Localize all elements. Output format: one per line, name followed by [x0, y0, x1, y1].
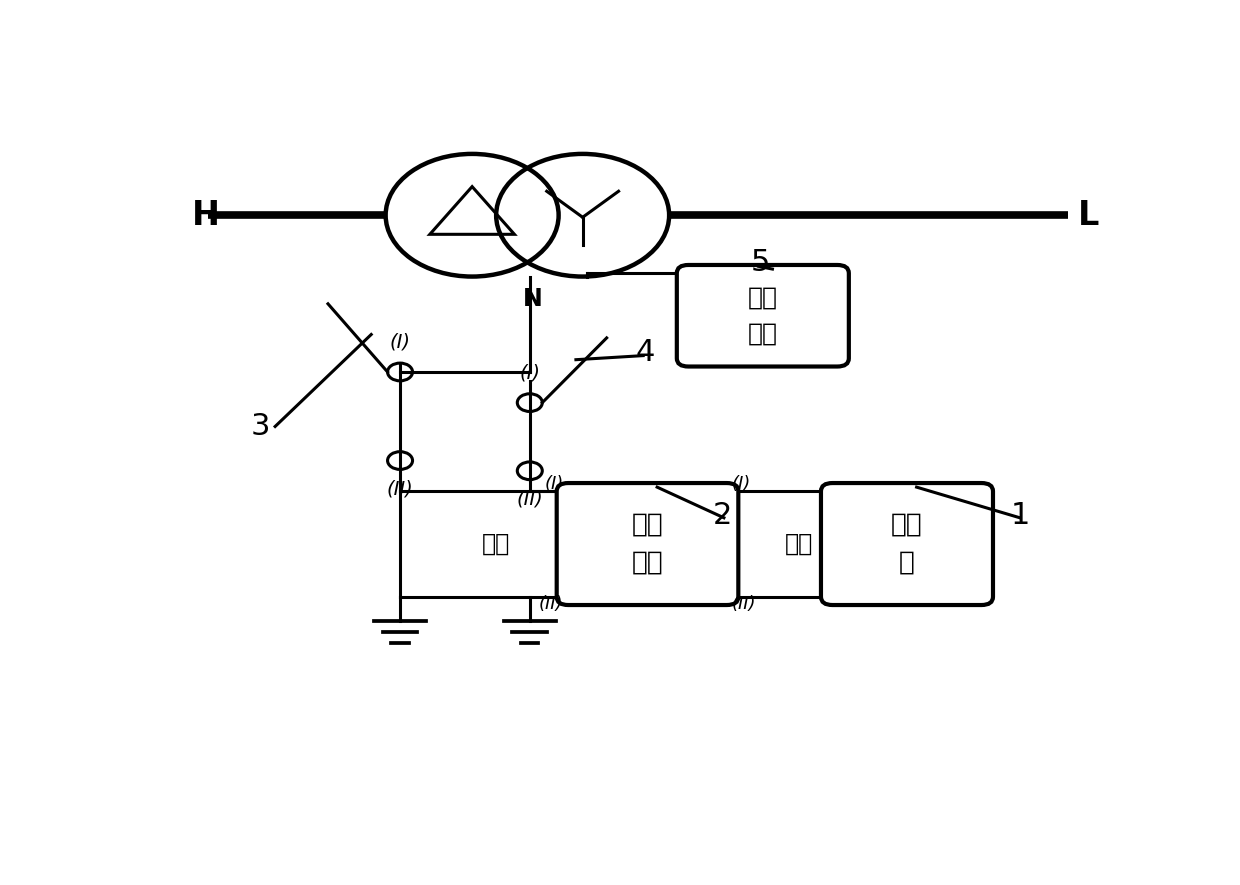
Text: 检测
模块: 检测 模块: [748, 286, 777, 345]
Text: 4: 4: [635, 338, 655, 367]
Text: (I): (I): [389, 333, 410, 351]
Text: L: L: [1078, 199, 1099, 232]
Text: 输出: 输出: [482, 532, 511, 556]
Text: 逆变
模块: 逆变 模块: [631, 512, 663, 576]
Text: N: N: [523, 287, 543, 311]
FancyBboxPatch shape: [821, 483, 993, 605]
FancyBboxPatch shape: [557, 483, 738, 605]
Text: (II): (II): [387, 480, 413, 498]
Text: (II): (II): [539, 595, 563, 612]
Text: (I): (I): [732, 475, 751, 493]
Text: (II): (II): [732, 595, 756, 612]
Text: 2: 2: [712, 501, 732, 529]
Text: H: H: [191, 199, 219, 232]
FancyBboxPatch shape: [677, 265, 849, 366]
Text: (II): (II): [516, 490, 543, 509]
Text: 3: 3: [250, 412, 270, 441]
Text: 输入: 输入: [785, 532, 813, 556]
Text: (I): (I): [544, 475, 563, 493]
Text: 蓄电
池: 蓄电 池: [892, 512, 923, 576]
Text: 5: 5: [751, 249, 770, 277]
Text: (I): (I): [520, 363, 541, 382]
Text: 1: 1: [1011, 501, 1029, 529]
